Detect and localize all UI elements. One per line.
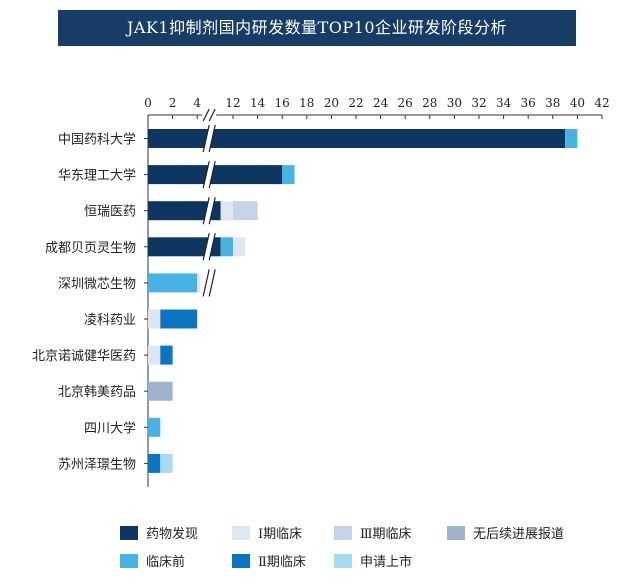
x-tick-label: 4 bbox=[193, 96, 201, 110]
bar-segment bbox=[148, 309, 161, 329]
category-label: 苏州泽璟生物 bbox=[58, 456, 136, 472]
legend-label: Ⅰ期临床 bbox=[258, 527, 303, 542]
legend-item: Ⅲ期临床 bbox=[334, 523, 412, 542]
x-tick-label: 12 bbox=[225, 96, 240, 110]
category-label: 深圳微芯生物 bbox=[58, 277, 136, 292]
legend-item: 临床前 bbox=[120, 551, 185, 570]
x-tick-label: 26 bbox=[398, 96, 413, 110]
category-label: 恒瑞医药 bbox=[84, 205, 136, 220]
legend-swatch bbox=[447, 525, 465, 540]
axis-break-mark bbox=[208, 233, 216, 261]
axis-break-mark bbox=[208, 124, 216, 153]
x-tick-label: 30 bbox=[447, 96, 462, 110]
axis-break-gap bbox=[203, 161, 216, 189]
x-tick-label: 2 bbox=[169, 96, 177, 110]
axis-break-mark bbox=[208, 197, 216, 225]
axis-break-mark bbox=[202, 108, 210, 122]
axis-break-mark bbox=[208, 108, 216, 122]
legend-swatch bbox=[232, 553, 250, 568]
x-tick-label: 0 bbox=[144, 96, 152, 110]
legend-item: 无后续进展报道 bbox=[447, 523, 564, 542]
legend-label: Ⅲ期临床 bbox=[360, 527, 412, 542]
legend-label: 临床前 bbox=[146, 555, 186, 570]
x-tick-label: 36 bbox=[521, 96, 536, 110]
bar-segment bbox=[148, 165, 283, 185]
bar-chart: 0 2 4 12 14 16 18 20 22 24 26 28 30 32 34 36 38 40 42中国药科大… bbox=[32, 96, 610, 487]
bar-segment bbox=[148, 345, 161, 365]
bar-segment bbox=[148, 237, 221, 257]
bar-segment bbox=[148, 453, 161, 473]
bar-segment bbox=[160, 453, 173, 473]
axis-break-mark bbox=[202, 124, 210, 153]
bar-segment bbox=[148, 129, 566, 148]
x-tick-label: 18 bbox=[299, 96, 314, 110]
bar-segment bbox=[220, 201, 233, 221]
x-tick-label: 20 bbox=[324, 96, 339, 110]
legend-label: Ⅱ期临床 bbox=[258, 555, 306, 570]
x-tick-label: 32 bbox=[471, 96, 486, 110]
axis-break-gap bbox=[203, 125, 216, 152]
x-tick-label: 14 bbox=[250, 96, 266, 110]
x-tick-label: 16 bbox=[275, 96, 290, 110]
legend-item: Ⅱ期临床 bbox=[232, 551, 306, 570]
axis-break-mark bbox=[202, 269, 210, 297]
legend-item: 药物发现 bbox=[120, 523, 198, 542]
bar-segment bbox=[148, 381, 173, 401]
axis-break-gap bbox=[202, 109, 217, 121]
bar-segment bbox=[220, 237, 233, 257]
bar-segment bbox=[565, 129, 578, 148]
category-label: 华东理工大学 bbox=[58, 168, 136, 184]
category-label: 成都贝页灵生物 bbox=[45, 241, 136, 256]
x-tick-label: 38 bbox=[545, 96, 560, 110]
bar-segment bbox=[233, 237, 246, 257]
axis-break-mark bbox=[208, 160, 216, 189]
bar-segment bbox=[148, 273, 198, 293]
axis-break-mark bbox=[208, 269, 216, 297]
legend-swatch bbox=[334, 553, 352, 568]
axis-break-gap bbox=[203, 233, 216, 261]
bar-segment bbox=[148, 201, 221, 221]
legend-swatch bbox=[232, 525, 250, 540]
axis-break-gap bbox=[203, 197, 216, 225]
legend-label: 申请上市 bbox=[360, 555, 413, 570]
axis-break-gap bbox=[203, 269, 216, 297]
bar-segment bbox=[282, 165, 295, 185]
chart-title: JAK1抑制剂国内研发数量TOP10企业研发阶段分析 bbox=[58, 10, 576, 46]
category-label: 北京诺诚健华医药 bbox=[32, 349, 136, 364]
legend-label: 无后续进展报道 bbox=[473, 527, 565, 542]
axis-break-mark bbox=[202, 160, 210, 189]
x-tick-label: 22 bbox=[348, 96, 363, 110]
legend-swatch bbox=[120, 553, 138, 568]
bar-segment bbox=[160, 345, 173, 365]
legend-label: 药物发现 bbox=[146, 527, 199, 542]
legend-item: 申请上市 bbox=[334, 551, 412, 570]
x-tick-label: 40 bbox=[570, 96, 585, 110]
category-label: 北京韩美药品 bbox=[58, 385, 136, 400]
legend-item: Ⅰ期临床 bbox=[232, 523, 302, 542]
bar-segment bbox=[197, 273, 201, 293]
bar-segment bbox=[233, 201, 258, 221]
x-tick-label: 28 bbox=[422, 96, 437, 110]
axis-break-mark bbox=[202, 197, 210, 225]
category-label: 四川大学 bbox=[84, 420, 136, 436]
bar-segment bbox=[160, 309, 198, 329]
x-tick-label: 34 bbox=[496, 96, 512, 110]
axis-break-mark bbox=[202, 233, 210, 261]
x-tick-label: 42 bbox=[594, 96, 609, 110]
x-tick-label: 24 bbox=[373, 96, 389, 110]
legend-swatch bbox=[120, 525, 138, 540]
category-label: 中国药科大学 bbox=[58, 132, 136, 148]
legend-swatch bbox=[334, 525, 352, 540]
category-label: 凌科药业 bbox=[84, 313, 136, 328]
bar-segment bbox=[148, 417, 161, 437]
